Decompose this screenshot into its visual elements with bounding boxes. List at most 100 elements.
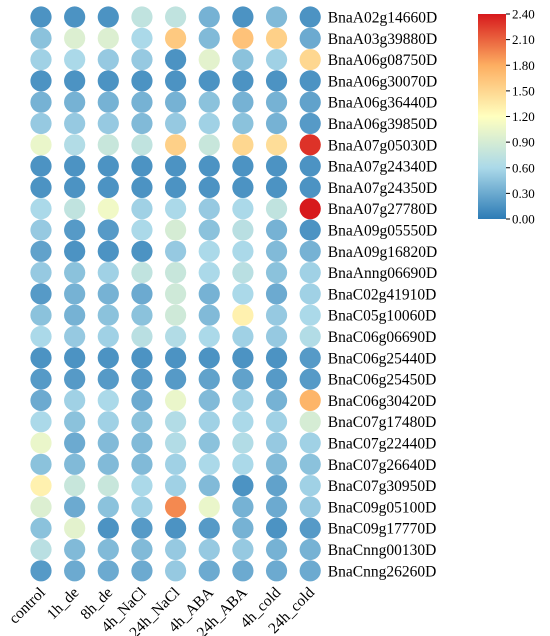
- heatmap-dot: [165, 368, 187, 390]
- heatmap-dot: [198, 112, 220, 135]
- heatmap-dot: [30, 262, 52, 284]
- heatmap-dot: [198, 325, 220, 348]
- heatmap-dot: [265, 411, 288, 433]
- colorbar-tick-label: 1.20: [512, 109, 535, 124]
- heatmap-dot: [299, 411, 321, 433]
- heatmap-dot: [131, 389, 153, 411]
- heatmap-dot: [232, 155, 254, 177]
- heatmap-dot: [131, 538, 153, 561]
- gene-label: BnaC06g06690D: [328, 329, 437, 346]
- heatmap-dot: [198, 27, 220, 49]
- heatmap-dot: [232, 49, 254, 71]
- heatmap-dot: [64, 112, 86, 135]
- gene-label: BnaA09g05550D: [328, 223, 437, 240]
- heatmap-dot: [232, 411, 254, 433]
- heatmap-dot: [165, 432, 187, 454]
- heatmap-dot: [232, 475, 254, 497]
- heatmap-dot: [30, 432, 52, 454]
- heatmap-dot: [64, 219, 86, 241]
- condition-labels: control1h_de8h_de4h_NaCl24h_NaCl4h_ABA24…: [6, 584, 318, 636]
- heatmap-dot: [64, 70, 86, 92]
- heatmap-dot: [265, 112, 288, 135]
- heatmap-dot: [232, 560, 254, 582]
- colorbar-tick-label: 2.40: [512, 7, 535, 22]
- heatmap-dot: [131, 112, 153, 135]
- heatmap-dot: [299, 112, 321, 135]
- heatmap-dot: [198, 368, 220, 390]
- heatmap-dot: [232, 112, 254, 135]
- heatmap-dot: [97, 389, 119, 411]
- heatmap-dot: [299, 347, 321, 369]
- heatmap-dot: [265, 6, 288, 28]
- heatmap-dot: [97, 411, 119, 433]
- heatmap-dot: [165, 6, 187, 28]
- heatmap-dot: [265, 283, 288, 305]
- heatmap-dot: [97, 155, 119, 177]
- heatmap-dot: [131, 198, 153, 220]
- heatmap-dot: [97, 496, 119, 518]
- heatmap-dot: [165, 49, 187, 71]
- heatmap-dot: [131, 240, 153, 262]
- heatmap-dot: [198, 475, 220, 497]
- heatmap-dot: [165, 325, 187, 348]
- heatmap-dot: [265, 240, 288, 262]
- heatmap-dot: [198, 304, 220, 326]
- heatmap-dot: [131, 560, 153, 582]
- heatmap-dot: [232, 347, 254, 369]
- heatmap-dot: [265, 176, 288, 198]
- heatmap-dot: [198, 134, 220, 156]
- heatmap-dot: [165, 155, 187, 177]
- heatmap-dot: [131, 304, 153, 326]
- heatmap-dot: [232, 453, 254, 475]
- heatmap-dot: [198, 517, 220, 539]
- heatmap-dot: [30, 134, 52, 156]
- heatmap-dot: [97, 475, 119, 497]
- heatmap-dot: [97, 112, 119, 135]
- heatmap-dot: [265, 27, 288, 49]
- heatmap-dot: [64, 262, 86, 284]
- heatmap-dot: [131, 283, 153, 305]
- heatmap-dot: [299, 560, 321, 582]
- colorbar-tick-label: 2.10: [512, 32, 535, 47]
- heatmap-dot: [131, 368, 153, 390]
- heatmap-dot: [64, 49, 86, 71]
- heatmap-dot: [232, 134, 254, 156]
- heatmap-dot: [131, 325, 153, 348]
- gene-label: BnaA07g24350D: [328, 180, 437, 197]
- heatmap-dot: [30, 6, 52, 28]
- heatmap-dot: [131, 219, 153, 241]
- heatmap-dot: [265, 91, 288, 113]
- heatmap-dot: [30, 240, 52, 262]
- heatmap-dot: [198, 176, 220, 198]
- heatmap-dot: [232, 496, 254, 518]
- heatmap-dot: [198, 219, 220, 241]
- heatmap-dot: [30, 283, 52, 305]
- heatmap-dot: [299, 496, 321, 518]
- heatmap-dot: [299, 70, 321, 92]
- heatmap-dot: [165, 453, 187, 475]
- heatmap-dot: [131, 347, 153, 369]
- heatmap-dot: [165, 304, 187, 326]
- gene-label: BnaA06g36440D: [328, 95, 437, 112]
- heatmap-dot: [131, 475, 153, 497]
- gene-label: BnaC06g30420D: [328, 393, 437, 410]
- heatmap-dot: [232, 240, 254, 262]
- heatmap-dot: [198, 283, 220, 305]
- heatmap-dot: [131, 49, 153, 71]
- heatmap-dot: [165, 517, 187, 539]
- heatmap-dot: [97, 240, 119, 262]
- heatmap-dot: [232, 70, 254, 92]
- heatmap-dot: [64, 155, 86, 177]
- heatmap-dot: [30, 389, 52, 411]
- heatmap-dot: [265, 389, 288, 411]
- heatmap-dot: [30, 176, 52, 198]
- heatmap-dot: [232, 517, 254, 539]
- heatmap-dot: [30, 347, 52, 369]
- heatmap-dot: [265, 70, 288, 92]
- heatmap-dot: [232, 368, 254, 390]
- heatmap-dot: [97, 49, 119, 71]
- colorbar: 0.00 0.30 0.60 0.90 1.20 1.50 1.80 2.10 2.40: [478, 7, 535, 227]
- heatmap-dot: [299, 27, 321, 49]
- heatmap-dot: [64, 411, 86, 433]
- heatmap-dot: [97, 198, 119, 220]
